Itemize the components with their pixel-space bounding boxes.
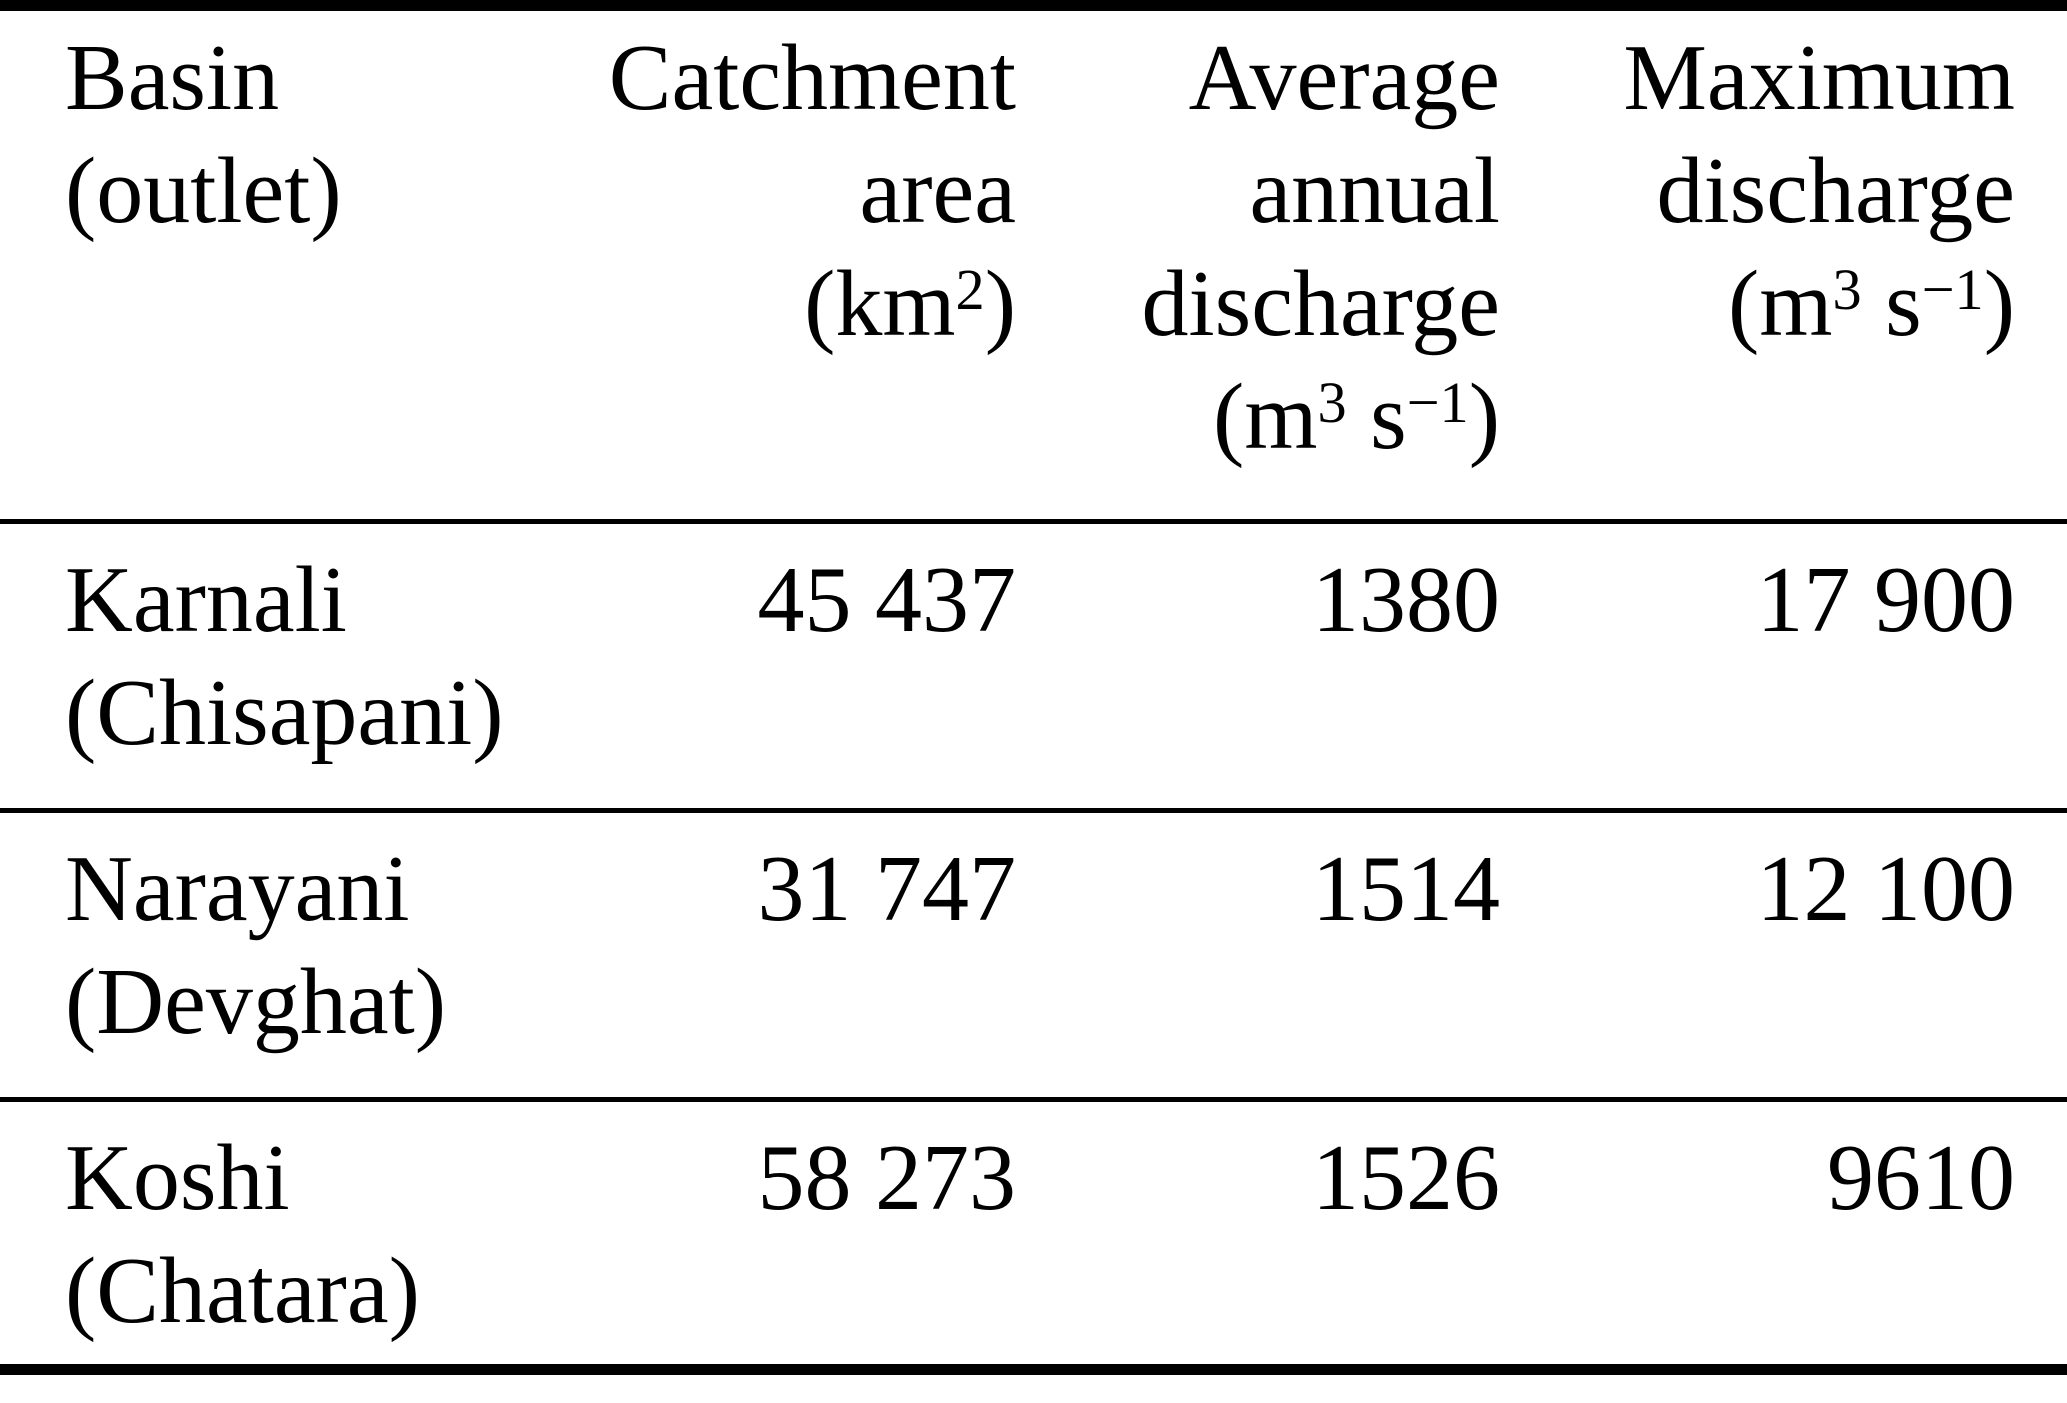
basin-name: Karnali xyxy=(65,548,347,652)
header-line: annual xyxy=(1249,139,1500,243)
header-line: Catchment xyxy=(608,26,1016,130)
header-line: discharge xyxy=(1656,139,2015,243)
col-header-basin-outlet: Basin (outlet) xyxy=(0,5,560,524)
cell-basin-name: Karnali (Chisapani) xyxy=(0,521,560,813)
col-header-catchment-area: Catchment area (km2) xyxy=(560,5,1016,524)
header-line-unit: (km2) xyxy=(804,252,1016,356)
header-line: (outlet) xyxy=(65,139,342,243)
cell-maximum-discharge: 9610 xyxy=(1827,1126,2015,1230)
cell-average-annual-discharge: 1514 xyxy=(1016,810,1500,1102)
header-row: Basin (outlet) Catchment area (km2) Aver… xyxy=(0,5,2067,524)
cell-maximum-discharge: 17 900 xyxy=(1500,521,2067,813)
header-line-unit: (m3 s−1) xyxy=(1728,252,2015,356)
basin-outlet: (Chatara) xyxy=(65,1239,420,1343)
basin-name: Narayani xyxy=(65,837,410,941)
table-row-koshi: Koshi (Chatara) 58 273 1526 9610 xyxy=(0,1100,2067,1370)
header-line: area xyxy=(859,139,1016,243)
cell-catchment-area: 58 273 xyxy=(757,1126,1017,1230)
basin-name: Koshi xyxy=(65,1126,290,1230)
cell-average-annual-discharge: 1380 xyxy=(1016,521,1500,813)
header-line: discharge xyxy=(1141,252,1500,356)
header-line-unit: (m3 s−1) xyxy=(1213,365,1500,469)
cell-basin-name: Koshi (Chatara) xyxy=(0,1100,560,1370)
cell-average-annual-discharge: 1526 xyxy=(1312,1126,1500,1230)
table-row-narayani: Narayani (Devghat) 31 747 1514 12 100 xyxy=(0,810,2067,1102)
cell-basin-name: Narayani (Devghat) xyxy=(0,810,560,1102)
col-header-average-annual-discharge: Average annual discharge (m3 s−1) xyxy=(1016,5,1500,524)
basin-outlet: (Chisapani) xyxy=(65,661,504,765)
col-header-maximum-discharge: Maximum discharge (m3 s−1) xyxy=(1500,5,2067,524)
cell-maximum-discharge: 12 100 xyxy=(1500,810,2067,1102)
header-line: Basin xyxy=(65,26,280,130)
cell-catchment-area: 45 437 xyxy=(560,521,1016,813)
cell-catchment-area: 31 747 xyxy=(560,810,1016,1102)
table-row-karnali: Karnali (Chisapani) 45 437 1380 17 900 xyxy=(0,521,2067,813)
header-line: Maximum xyxy=(1623,26,2015,130)
basin-outlet: (Devghat) xyxy=(65,950,447,1054)
header-line: Average xyxy=(1188,26,1500,130)
